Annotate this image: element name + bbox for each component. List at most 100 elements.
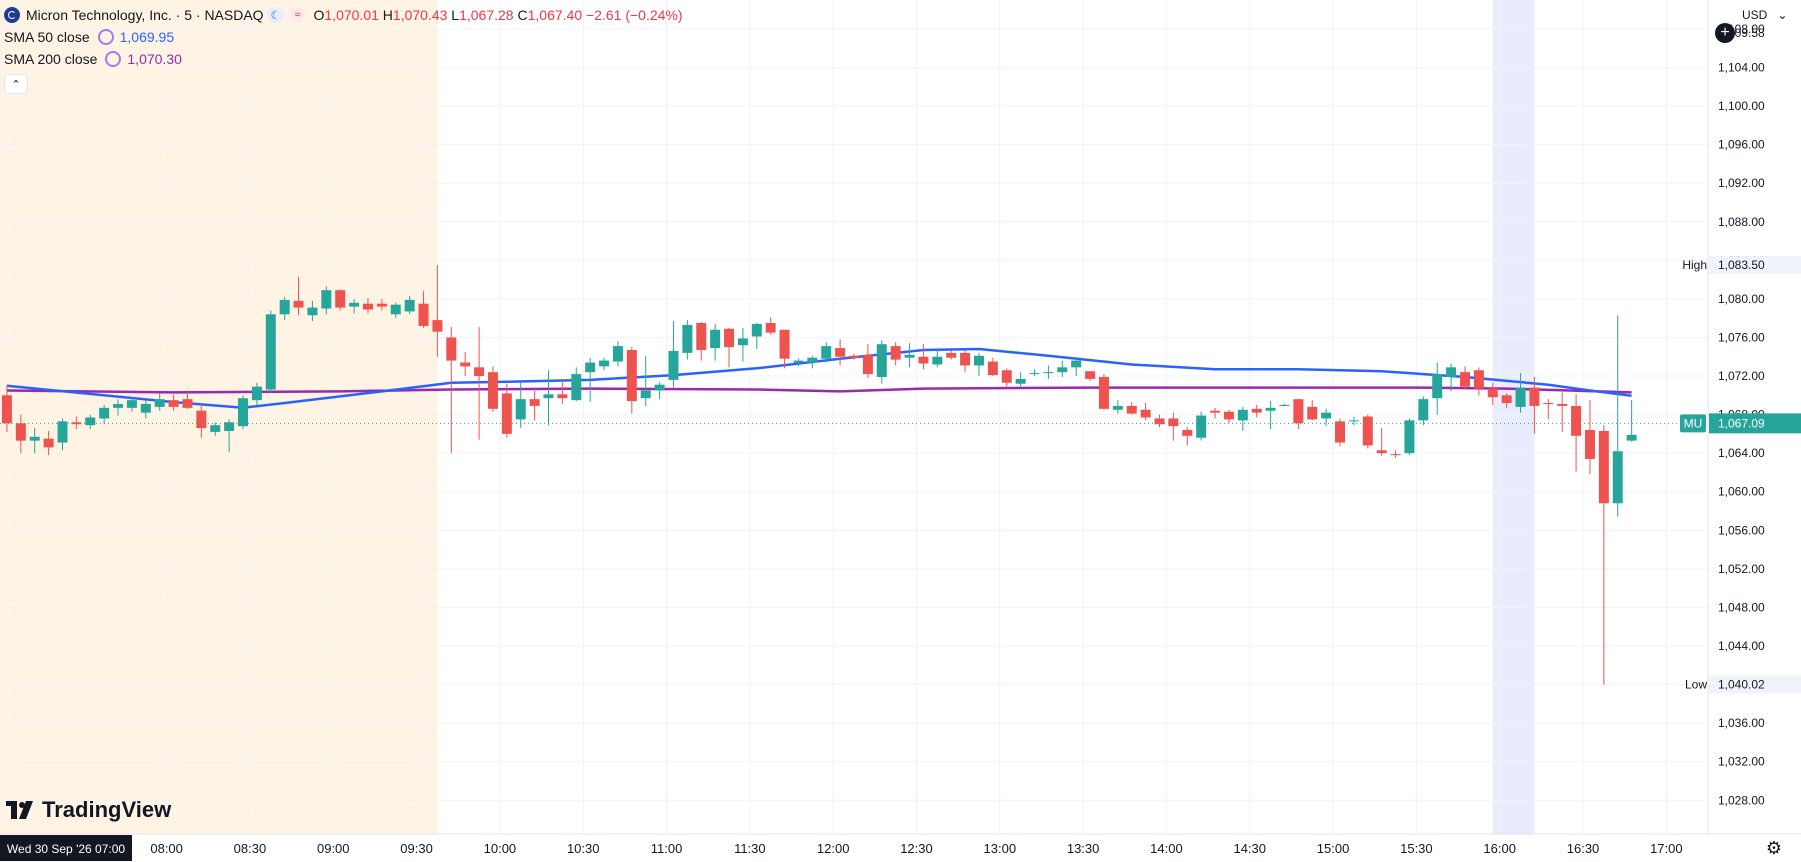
candle-body <box>1140 409 1151 418</box>
candle-body <box>154 399 165 407</box>
x-tick-label-7: 11:00 <box>651 841 683 856</box>
candle-body <box>1529 387 1540 406</box>
candle-86 <box>1196 411 1207 441</box>
tradingview-logo[interactable]: TradingView <box>6 797 171 823</box>
price-axis[interactable]: 1,028.001,032.001,036.001,040.001,044.00… <box>1680 0 1801 862</box>
chevron-down-icon: ⌄ <box>1777 8 1788 22</box>
candle-body <box>224 422 235 431</box>
sma200-row[interactable]: SMA 200 close 1,070.30 <box>4 48 683 70</box>
candle-66 <box>918 344 929 370</box>
low-label: L <box>451 7 460 23</box>
candle-body <box>168 400 179 407</box>
last-price-symbol-box <box>1680 414 1706 433</box>
x-tick-label-12: 13:30 <box>1067 841 1100 856</box>
candle-body <box>279 299 290 315</box>
symbol-title[interactable]: Micron Technology, Inc. · 5 · NASDAQ <box>26 7 264 23</box>
candle-84 <box>1168 412 1179 441</box>
candle-87 <box>1210 407 1221 419</box>
candles <box>1 265 1637 685</box>
candle-23 <box>321 286 332 315</box>
collapse-legend-button[interactable]: ⌃ <box>4 74 28 94</box>
candle-56 <box>779 329 790 369</box>
y-tick-label-6: 1,052.00 <box>1718 562 1765 576</box>
candle-body <box>960 352 971 366</box>
candle-85 <box>1182 427 1193 446</box>
candle-body <box>1390 454 1401 456</box>
candle-95 <box>1321 408 1332 427</box>
candle-body <box>737 338 748 346</box>
candle-body <box>1098 376 1109 409</box>
sma200-label[interactable]: SMA 200 close <box>4 51 98 67</box>
candle-body <box>446 337 457 361</box>
candle-57 <box>793 358 804 367</box>
candle-14 <box>196 403 207 438</box>
high-marker-box <box>1709 256 1801 275</box>
x-tick-label-2: 08:30 <box>234 841 267 856</box>
chart-settings-gear-icon[interactable]: ⚙ <box>1765 837 1783 858</box>
candle-body <box>1557 403 1568 406</box>
candle-113 <box>1571 394 1582 472</box>
candle-body <box>1043 372 1054 374</box>
candle-11 <box>154 393 165 411</box>
candle-body <box>1293 399 1304 424</box>
candle-89 <box>1237 406 1248 431</box>
candle-body <box>404 299 415 312</box>
candle-body <box>418 303 429 326</box>
candle-body <box>1432 374 1443 399</box>
candle-body <box>751 323 762 337</box>
time-axis[interactable]: Wed 30 Sep '26 07:00 08:00 08:30 09:00 09:30… <box>0 833 1801 862</box>
candle-101 <box>1404 418 1415 456</box>
sma50-label[interactable]: SMA 50 close <box>4 29 90 45</box>
data-delay-wave-icon[interactable]: ≈ <box>290 7 305 23</box>
candle-body <box>710 329 721 349</box>
candle-54 <box>751 322 762 350</box>
candle-body <box>487 372 498 409</box>
candle-body <box>1612 451 1623 504</box>
add-plus-button[interactable]: + <box>1715 23 1735 43</box>
extended-hours-moon-icon[interactable]: ☾ <box>266 7 285 23</box>
candle-70 <box>973 352 984 377</box>
low-marker-box <box>1709 675 1801 694</box>
candle-107 <box>1487 382 1498 405</box>
sma200-value: 1,070.30 <box>127 51 182 67</box>
candle-114 <box>1584 400 1595 475</box>
high-marker-label: High <box>1682 258 1707 272</box>
candle-4 <box>57 418 68 451</box>
candle-body <box>182 399 193 408</box>
candle-72 <box>1001 368 1012 388</box>
y-tick-label-16: 1,092.00 <box>1718 176 1765 190</box>
candle-112 <box>1557 392 1568 432</box>
y-tick-label-7: 1,056.00 <box>1718 523 1765 537</box>
candle-25 <box>349 298 360 314</box>
candle-67 <box>932 349 943 368</box>
candle-body <box>724 328 735 348</box>
y-tick-label-11: 1,072.00 <box>1718 369 1765 383</box>
candle-76 <box>1057 360 1068 377</box>
y-tick-label-0: 1,028.00 <box>1718 793 1765 807</box>
sma50-row[interactable]: SMA 50 close 1,069.95 <box>4 26 683 48</box>
candle-body <box>15 423 26 441</box>
currency-selector[interactable]: USD ⌄ <box>1738 2 1801 28</box>
candle-33 <box>460 351 471 377</box>
change-value: −2.61 (−0.24%) <box>586 7 683 23</box>
candle-body <box>1459 372 1470 387</box>
x-tick-label-4: 09:30 <box>400 841 433 856</box>
candle-32 <box>446 326 457 454</box>
candle-2 <box>29 428 40 454</box>
x-tick-label-6: 10:30 <box>567 841 600 856</box>
candle-88 <box>1223 409 1234 424</box>
candle-97 <box>1348 416 1359 426</box>
y-tick-label-13: 1,080.00 <box>1718 292 1765 306</box>
candle-body <box>1279 404 1290 406</box>
candle-body <box>1251 408 1262 413</box>
candle-16 <box>224 419 235 453</box>
candle-body <box>1335 421 1346 443</box>
candle-body <box>85 417 96 426</box>
candle-117 <box>1626 400 1637 442</box>
x-tick-label-19: 17:00 <box>1650 841 1683 856</box>
candle-74 <box>1029 369 1040 377</box>
candle-body <box>779 329 790 359</box>
candle-94 <box>1307 400 1318 421</box>
candle-43 <box>599 357 610 371</box>
